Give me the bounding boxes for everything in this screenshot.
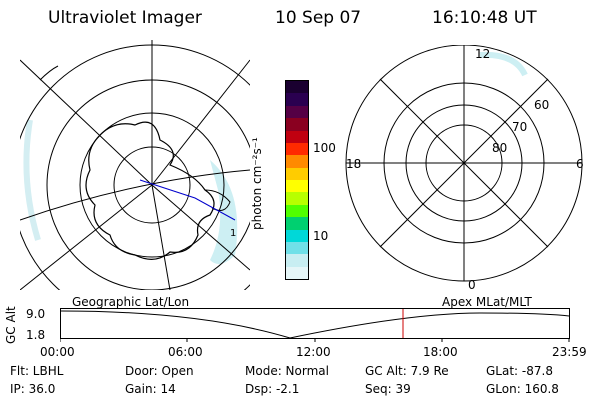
clock-label-12: 12 <box>475 47 491 61</box>
colorbar-segment <box>286 229 308 242</box>
timeline-x-ticks <box>60 339 570 342</box>
colorbar-segment <box>286 241 308 255</box>
lat-label-70: 70 <box>512 120 528 134</box>
colorbar-segment <box>286 130 308 143</box>
colorbar-segment <box>286 192 308 205</box>
meridian-line <box>151 184 250 271</box>
clock-label-18: 18 <box>346 157 362 171</box>
altitude-curve <box>60 310 570 339</box>
timeline-y-tick-bottom: 1.8 <box>26 328 46 342</box>
gain-status: Gain: 14 <box>125 382 176 396</box>
aurora-emission-region <box>210 160 238 264</box>
timeline-y-axis-label: GC Alt <box>4 306 18 344</box>
lat-label-60: 60 <box>534 98 550 112</box>
ip-status: IP: 36.0 <box>10 382 56 396</box>
timeline-x-tick-0000: 00:00 <box>40 345 75 359</box>
satellite-track <box>139 179 236 221</box>
colorbar-unit-label: photon cm⁻²s⁻¹ <box>250 137 264 230</box>
date-label: 10 Sep 07 <box>275 8 362 28</box>
colorbar-segment <box>286 81 308 94</box>
dsp-status: Dsp: -2.1 <box>245 382 300 396</box>
mode-status: Mode: Normal <box>245 364 329 378</box>
colorbar-segment <box>286 254 308 267</box>
filter-status: Flt: LBHL <box>10 364 64 378</box>
grid-line-diagonal <box>379 78 549 248</box>
track-end-label: 1 <box>230 228 236 239</box>
colorbar-segment <box>286 93 308 106</box>
colorbar-segment <box>286 105 308 119</box>
aurora-faint-arc <box>479 51 528 77</box>
timeline-x-tick-1200: 12:00 <box>296 345 331 359</box>
magnetic-polar-grid <box>345 45 583 282</box>
timeline-x-tick-1800: 18:00 <box>423 345 458 359</box>
gc-alt-status: GC Alt: 7.9 Re <box>365 364 449 378</box>
colorbar-segment <box>286 155 308 168</box>
antarctica-coastline <box>85 121 215 260</box>
meridian-line <box>20 59 153 186</box>
meridian-line <box>20 184 153 290</box>
colorbar-segment <box>286 204 308 218</box>
crossing-arc <box>20 169 250 221</box>
aurora-faint-arc <box>23 119 41 241</box>
timeline-left-caption: Geographic Lat/Lon <box>72 295 190 309</box>
altitude-timeline-plot <box>60 308 570 342</box>
timeline-x-tick-2359: 23:59 <box>552 345 587 359</box>
colorbar-segment <box>286 142 308 156</box>
glat-status: GLat: -87.8 <box>486 364 553 378</box>
glon-status: GLon: 160.8 <box>486 382 559 396</box>
colorbar-segment <box>286 180 308 193</box>
timeline-right-caption: Apex MLat/MLT <box>442 295 532 309</box>
clock-label-6: 6 <box>576 157 584 171</box>
colorbar-segment <box>286 167 308 180</box>
colorbar-tick-100: 100 <box>313 141 336 155</box>
clock-label-0: 0 <box>468 278 476 292</box>
lat-label-80: 80 <box>492 141 508 155</box>
colorbar <box>285 80 309 280</box>
meridian-line <box>151 184 171 290</box>
timeline-x-tick-0600: 06:00 <box>168 345 203 359</box>
door-status: Door: Open <box>125 364 194 378</box>
peninsula-coastline <box>204 189 231 211</box>
geographic-map-panel: 1 <box>20 40 250 290</box>
meridian-line <box>151 59 250 186</box>
timeline-y-tick-top: 9.0 <box>26 307 46 321</box>
colorbar-tick-10: 10 <box>313 229 329 243</box>
seq-status: Seq: 39 <box>365 382 411 396</box>
coastline-fragment <box>39 65 59 81</box>
colorbar-segment <box>286 266 308 279</box>
colorbar-segment <box>286 217 308 230</box>
imager-title: Ultraviolet Imager <box>48 8 202 28</box>
colorbar-segment <box>286 118 308 131</box>
time-label: 16:10:48 UT <box>432 8 537 28</box>
